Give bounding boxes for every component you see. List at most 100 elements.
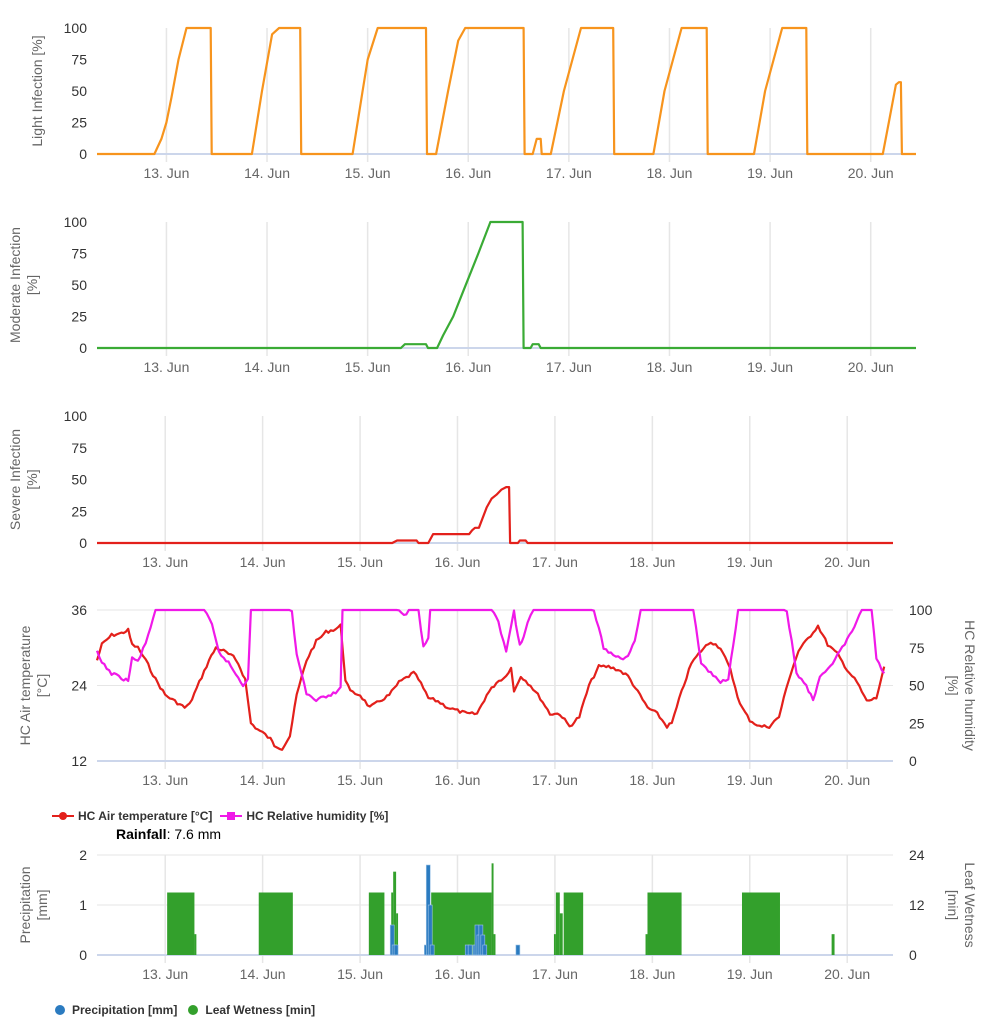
y-axis-title-line: HC Air temperature — [17, 625, 33, 745]
y-axis-title: Severe Infection[%] — [7, 429, 40, 530]
y-axis-title-line: Moderate Infection — [7, 227, 23, 343]
x-tick-label: 17. Jun — [532, 772, 578, 788]
x-tick-label: 17. Jun — [532, 966, 578, 982]
y-right-tick-label: 24 — [909, 847, 925, 863]
legend-weather: HC Air temperature [°C] HC Relative humi… — [52, 809, 388, 823]
y-right-axis-title: HC Relative humidity[%] — [945, 620, 978, 751]
y-axis-title-line: [mm] — [34, 889, 50, 920]
x-tick-label: 17. Jun — [546, 165, 592, 181]
legend-label-humidity: HC Relative humidity [%] — [246, 809, 389, 823]
x-tick-label: 13. Jun — [142, 554, 188, 570]
series-line-light-infection — [97, 26, 916, 156]
legend-precipitation: Precipitation [mm] Leaf Wetness [min] — [54, 1003, 315, 1017]
precipitation-bar — [515, 944, 521, 956]
line-square-marker-icon — [220, 812, 243, 820]
series-line-hc-air-temperature-c- — [95, 623, 886, 751]
x-tick-label: 19. Jun — [727, 772, 773, 788]
y-right-axis-title-line: HC Relative humidity — [962, 620, 978, 751]
x-tick-label: 18. Jun — [629, 966, 675, 982]
x-tick-label: 18. Jun — [629, 554, 675, 570]
x-tick-label: 20. Jun — [848, 165, 894, 181]
line-circle-marker-icon — [52, 812, 74, 820]
x-tick-label: 13. Jun — [143, 359, 189, 375]
y-axis-title-line: Severe Infection — [7, 429, 23, 530]
y-tick-label: 50 — [71, 277, 87, 293]
legend-item-precipitation[interactable]: Precipitation [mm] — [54, 1003, 177, 1017]
y-tick-label: 12 — [71, 753, 87, 769]
leaf-wetness-bar — [831, 934, 835, 955]
y-tick-label: 75 — [71, 52, 87, 68]
x-tick-label: 16. Jun — [445, 359, 491, 375]
y-tick-label: 24 — [71, 678, 87, 694]
leaf-wetness-bar — [194, 934, 197, 955]
x-tick-label: 16. Jun — [435, 554, 481, 570]
series-line-severe-infection — [97, 486, 893, 545]
chart-light: 0 25 50 75 100 13. Jun 14. Jun 15. Jun 16. Jun 17… — [29, 20, 916, 181]
precipitation-bar — [393, 944, 399, 956]
x-tick-label: 18. Jun — [629, 772, 675, 788]
y-tick-label: 1 — [79, 897, 87, 913]
y-tick-label: 75 — [71, 246, 87, 262]
leaf-wetness-bar — [559, 913, 563, 955]
y-tick-label: 100 — [64, 214, 88, 230]
rainfall-label: Rainfall — [116, 826, 167, 842]
leaf-wetness-bar — [645, 934, 648, 955]
precipitation-bar — [429, 944, 435, 956]
y-tick-label: 36 — [71, 602, 87, 618]
precipitation-bar — [467, 944, 473, 956]
legend-item-humidity[interactable]: HC Relative humidity [%] — [220, 809, 388, 823]
x-tick-label: 15. Jun — [345, 165, 391, 181]
y-right-axis-title-line: Leaf Wetness — [962, 862, 978, 947]
y-tick-label: 100 — [64, 408, 88, 424]
y-tick-label: 50 — [71, 83, 87, 99]
x-tick-label: 18. Jun — [647, 165, 693, 181]
y-right-axis-title-line: [%] — [945, 675, 961, 695]
x-tick-label: 20. Jun — [824, 772, 870, 788]
y-right-tick-label: 75 — [909, 640, 925, 656]
leaf-wetness-bar — [368, 892, 385, 955]
y-tick-label: 2 — [79, 847, 87, 863]
x-tick-label: 14. Jun — [244, 359, 290, 375]
series-line-hc-relative-humidity- — [95, 608, 886, 703]
y-axis-title-line: Precipitation — [17, 866, 33, 943]
y-axis-title: Precipitation[mm] — [17, 866, 50, 943]
x-tick-label: 15. Jun — [337, 554, 383, 570]
y-tick-label: 0 — [79, 947, 87, 963]
y-right-axis-title: Leaf Wetness[min] — [945, 862, 978, 947]
y-axis-title-line: [%] — [24, 275, 40, 295]
y-right-tick-label: 50 — [909, 678, 925, 694]
y-tick-label: 100 — [64, 20, 88, 36]
y-tick-label: 50 — [71, 472, 87, 488]
leaf-wetness-bar — [167, 892, 195, 955]
legend-label-leaf-wetness: Leaf Wetness [min] — [205, 1003, 316, 1017]
x-tick-label: 14. Jun — [240, 966, 286, 982]
x-tick-label: 17. Jun — [546, 359, 592, 375]
leaf-wetness-bar — [396, 913, 399, 955]
x-tick-label: 16. Jun — [435, 772, 481, 788]
y-right-tick-label: 25 — [909, 715, 925, 731]
y-tick-label: 25 — [71, 503, 87, 519]
legend-item-temperature[interactable]: HC Air temperature [°C] — [52, 809, 212, 823]
y-tick-label: 0 — [79, 340, 87, 356]
x-tick-label: 19. Jun — [727, 554, 773, 570]
x-tick-label: 13. Jun — [142, 772, 188, 788]
x-tick-label: 16. Jun — [435, 966, 481, 982]
leaf-wetness-bar — [391, 892, 394, 955]
legend-item-leaf-wetness[interactable]: Leaf Wetness [min] — [187, 1003, 315, 1017]
y-tick-label: 0 — [79, 535, 87, 551]
rainfall-summary: Rainfall: 7.6 mm — [116, 826, 221, 842]
y-right-tick-label: 100 — [909, 602, 933, 618]
y-axis-title-line: [%] — [24, 469, 40, 489]
x-tick-label: 16. Jun — [445, 165, 491, 181]
y-tick-label: 25 — [71, 309, 87, 325]
series-line-moderate-infection — [97, 220, 916, 350]
x-tick-label: 15. Jun — [345, 359, 391, 375]
y-axis-title-line: [°C] — [34, 674, 50, 698]
y-tick-label: 75 — [71, 440, 87, 456]
x-tick-label: 15. Jun — [337, 772, 383, 788]
y-tick-label: 25 — [71, 115, 87, 131]
x-tick-label: 20. Jun — [824, 966, 870, 982]
x-tick-label: 13. Jun — [143, 165, 189, 181]
x-tick-label: 13. Jun — [142, 966, 188, 982]
